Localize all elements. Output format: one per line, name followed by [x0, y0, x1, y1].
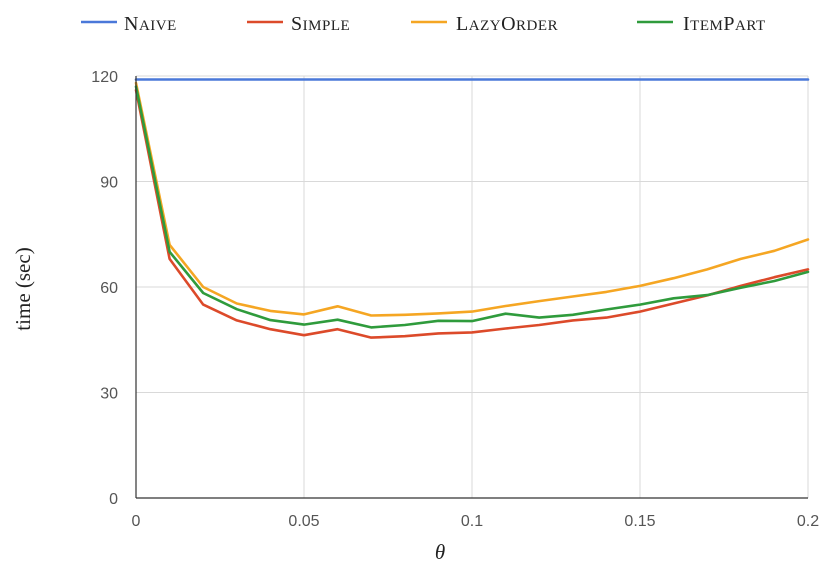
x-tick-label: 0.05	[288, 513, 319, 530]
legend-label: NAIVE	[124, 13, 177, 35]
x-tick-label: 0	[132, 513, 141, 530]
x-tick-label: 0.1	[461, 513, 483, 530]
tick-labels: 0 0.05 0.1 0.15 0.2 0 30 60 90 120	[91, 69, 819, 530]
y-tick-label: 30	[100, 386, 118, 403]
series-lines	[134, 78, 810, 339]
legend-label: LAZYORDER	[456, 13, 558, 35]
grid-lines	[136, 75, 809, 498]
series-line-lazyorder	[134, 81, 810, 317]
y-tick-label: 0	[109, 491, 118, 508]
legend-item-itempart: ITEMPART	[637, 13, 766, 35]
y-tick-label: 60	[100, 280, 118, 297]
axes	[135, 76, 808, 499]
x-tick-label: 0.15	[624, 513, 655, 530]
legend-item-simple: SIMPLE	[247, 13, 350, 35]
legend-item-lazyorder: LAZYORDER	[411, 13, 558, 35]
legend: NAIVE SIMPLE LAZYORDER ITEMPART	[81, 13, 766, 35]
series-line-simple	[134, 88, 810, 339]
x-axis-title: θ	[435, 540, 445, 564]
y-tick-label: 120	[91, 69, 118, 86]
legend-label: ITEMPART	[683, 13, 766, 35]
y-axis-title: time (sec)	[11, 247, 35, 330]
series-line-itempart	[134, 85, 810, 329]
x-tick-label: 0.2	[797, 513, 819, 530]
y-tick-label: 90	[100, 175, 118, 192]
legend-label: SIMPLE	[291, 13, 350, 35]
legend-item-naive: NAIVE	[81, 13, 177, 35]
